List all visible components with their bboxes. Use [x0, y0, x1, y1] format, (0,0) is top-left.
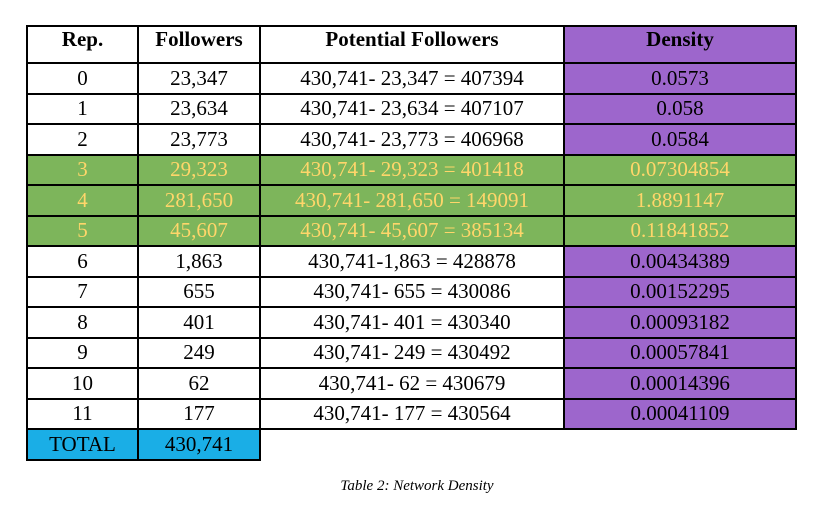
followers-cell: 45,607	[137, 214, 261, 247]
followers-cell: 655	[137, 275, 261, 308]
rep-cell: 7	[26, 275, 139, 308]
followers-cell: 23,634	[137, 92, 261, 125]
table-row: 5 45,607 430,741- 45,607 = 385134 0.1184185…	[26, 214, 797, 247]
potential-followers-cell: 430,741- 655 = 430086	[259, 275, 565, 308]
potential-followers-cell: 430,741- 23,773 = 406968	[259, 123, 565, 156]
total-value: 430,741	[137, 428, 261, 461]
potential-followers-cell: 430,741- 29,323 = 401418	[259, 153, 565, 186]
followers-cell: 281,650	[137, 184, 261, 217]
total-row: TOTAL 430,741	[26, 428, 796, 461]
empty-cell	[564, 429, 796, 460]
network-density-table: Rep. Followers Potential Followers Densi…	[26, 25, 797, 461]
table-row: 7 655 430,741- 655 = 430086 0.00152295	[26, 275, 797, 308]
followers-cell: 62	[137, 367, 261, 400]
density-cell: 0.00434389	[563, 245, 797, 278]
density-cell: 0.07304854	[563, 153, 797, 186]
header-row: Rep. Followers Potential Followers Densi…	[26, 25, 797, 64]
rep-cell: 4	[26, 184, 139, 217]
followers-cell: 177	[137, 397, 261, 430]
potential-followers-cell: 430,741- 281,650 = 149091	[259, 184, 565, 217]
density-cell: 0.0573	[563, 62, 797, 95]
followers-cell: 23,773	[137, 123, 261, 156]
followers-cell: 29,323	[137, 153, 261, 186]
table-caption: Table 2: Network Density	[340, 478, 494, 494]
potential-followers-cell: 430,741- 45,607 = 385134	[259, 214, 565, 247]
table-row: 10 62 430,741- 62 = 430679 0.00014396	[26, 367, 797, 400]
rep-cell: 9	[26, 336, 139, 369]
table-row: 1 23,634 430,741- 23,634 = 407107 0.058	[26, 92, 797, 125]
density-cell: 0.00014396	[563, 367, 797, 400]
density-cell: 0.00041109	[563, 397, 797, 430]
rep-cell: 3	[26, 153, 139, 186]
density-cell: 0.00152295	[563, 275, 797, 308]
table-row: 2 23,773 430,741- 23,773 = 406968 0.0584	[26, 123, 797, 156]
total-label: TOTAL	[26, 428, 139, 461]
density-cell: 0.00057841	[563, 336, 797, 369]
followers-cell: 23,347	[137, 62, 261, 95]
potential-followers-cell: 430,741- 249 = 430492	[259, 336, 565, 369]
followers-cell: 401	[137, 306, 261, 339]
density-cell: 0.00093182	[563, 306, 797, 339]
table-row: 9 249 430,741- 249 = 430492 0.00057841	[26, 336, 797, 369]
table-row: 3 29,323 430,741- 29,323 = 401418 0.0730485…	[26, 153, 797, 186]
empty-cell	[260, 429, 564, 460]
rep-cell: 2	[26, 123, 139, 156]
header-rep: Rep.	[26, 25, 139, 64]
potential-followers-cell: 430,741- 23,634 = 407107	[259, 92, 565, 125]
header-density: Density	[563, 25, 797, 64]
table-body: 0 23,347 430,741- 23,347 = 407394 0.0573 1 23…	[26, 62, 797, 430]
rep-cell: 8	[26, 306, 139, 339]
rep-cell: 1	[26, 92, 139, 125]
potential-followers-cell: 430,741- 177 = 430564	[259, 397, 565, 430]
rep-cell: 11	[26, 397, 139, 430]
table-row: 11 177 430,741- 177 = 430564 0.00041109	[26, 397, 797, 430]
rep-cell: 0	[26, 62, 139, 95]
density-cell: 1.8891147	[563, 184, 797, 217]
density-cell: 0.11841852	[563, 214, 797, 247]
followers-cell: 249	[137, 336, 261, 369]
potential-followers-cell: 430,741- 23,347 = 407394	[259, 62, 565, 95]
rep-cell: 6	[26, 245, 139, 278]
density-cell: 0.0584	[563, 123, 797, 156]
followers-cell: 1,863	[137, 245, 261, 278]
density-cell: 0.058	[563, 92, 797, 125]
table-row: 4 281,650 430,741- 281,650 = 149091 1.88911…	[26, 184, 797, 217]
header-potential-followers: Potential Followers	[259, 25, 565, 64]
table-row: 0 23,347 430,741- 23,347 = 407394 0.0573	[26, 62, 797, 95]
table-row: 8 401 430,741- 401 = 430340 0.00093182	[26, 306, 797, 339]
potential-followers-cell: 430,741-1,863 = 428878	[259, 245, 565, 278]
rep-cell: 10	[26, 367, 139, 400]
rep-cell: 5	[26, 214, 139, 247]
table-row: 6 1,863 430,741-1,863 = 428878 0.00434389	[26, 245, 797, 278]
potential-followers-cell: 430,741- 401 = 430340	[259, 306, 565, 339]
potential-followers-cell: 430,741- 62 = 430679	[259, 367, 565, 400]
header-followers: Followers	[137, 25, 261, 64]
